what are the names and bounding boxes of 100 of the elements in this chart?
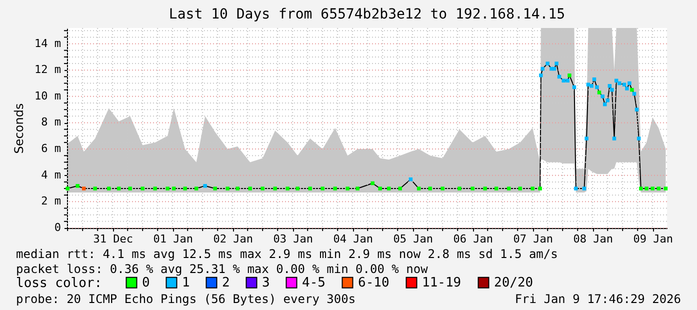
x-tick-label: 31 Dec xyxy=(93,232,133,246)
point xyxy=(333,186,337,190)
y-tick-label: 8 m xyxy=(41,116,62,129)
legend-label: 4-5 xyxy=(302,276,326,291)
point xyxy=(574,186,578,190)
point xyxy=(540,66,544,71)
point xyxy=(470,186,474,190)
point xyxy=(644,186,648,190)
point xyxy=(416,186,421,190)
point xyxy=(586,82,590,86)
point xyxy=(600,94,604,98)
legend-title: loss color: xyxy=(16,276,102,291)
legend-label: 3 xyxy=(262,276,270,291)
point xyxy=(664,186,668,190)
point xyxy=(116,186,121,190)
point xyxy=(106,186,111,190)
point xyxy=(634,108,639,112)
point xyxy=(608,84,612,88)
point xyxy=(538,186,542,190)
point xyxy=(76,184,80,188)
point xyxy=(582,186,586,190)
y-axis-title: Seconds xyxy=(12,103,26,154)
point xyxy=(172,186,176,190)
point xyxy=(539,73,543,78)
point xyxy=(566,78,570,83)
point xyxy=(618,81,622,86)
legend-label: 6-10 xyxy=(358,276,390,291)
point xyxy=(296,186,300,190)
x-tick-label: 09 Jan xyxy=(633,232,673,246)
point xyxy=(308,186,312,190)
point xyxy=(194,186,198,190)
x-tick-label: 06 Jan xyxy=(453,232,493,246)
y-tick-label: 14 m xyxy=(34,36,62,50)
point xyxy=(568,73,572,78)
x-tick-label: 01 Jan xyxy=(153,232,193,246)
point xyxy=(494,186,498,190)
point xyxy=(656,186,660,190)
point xyxy=(530,186,534,190)
point xyxy=(273,186,277,190)
point xyxy=(286,186,290,190)
legend-label: 20/20 xyxy=(494,276,534,291)
point xyxy=(93,186,97,190)
point xyxy=(260,186,264,190)
point xyxy=(398,186,402,190)
point xyxy=(82,186,86,190)
x-tick-label: 04 Jan xyxy=(333,232,373,246)
y-tick-label: 10 m xyxy=(34,89,62,102)
point xyxy=(483,186,487,190)
y-tick-label: 12 m xyxy=(34,63,62,76)
point xyxy=(595,85,599,90)
point xyxy=(639,186,643,190)
point xyxy=(236,186,240,190)
chart-title: Last 10 Days from 65574b2b3e12 to 192.168.14.15 xyxy=(168,6,566,22)
point xyxy=(213,186,217,190)
text: Fri Jan 9 17:46:29 2026 xyxy=(514,292,681,306)
point xyxy=(378,186,382,190)
point xyxy=(128,186,132,190)
x-tick-label: 03 Jan xyxy=(273,232,313,246)
point xyxy=(320,186,324,190)
legend-label: 11-19 xyxy=(422,276,462,291)
text: probe: 20 ICMP Echo Pings (56 Bytes) every 300s xyxy=(16,292,356,306)
point xyxy=(386,186,391,190)
point xyxy=(226,186,230,190)
x-tick-label: 07 Jan xyxy=(513,232,553,246)
point xyxy=(636,136,641,140)
x-tick-label: 05 Jan xyxy=(393,232,433,246)
point xyxy=(612,136,616,140)
legend-label: 1 xyxy=(182,276,190,291)
point xyxy=(440,186,444,190)
point xyxy=(153,186,157,190)
legend-label: 2 xyxy=(222,276,230,291)
point xyxy=(650,186,654,190)
y-tick-label: 0 xyxy=(54,221,61,234)
point xyxy=(606,98,610,102)
point xyxy=(625,86,629,90)
point xyxy=(248,186,252,190)
point xyxy=(546,62,550,66)
point xyxy=(518,186,522,190)
point xyxy=(622,82,626,86)
point xyxy=(506,186,511,190)
point xyxy=(183,186,187,190)
text: median rtt: 4.1 ms avg 12.5 ms max 2.9 ms min 2.9 ms now 2.8 ms sd 1.5 am/s xyxy=(16,247,558,261)
y-tick-label: 2 m xyxy=(41,194,62,208)
point xyxy=(166,186,170,190)
point xyxy=(428,186,432,190)
point xyxy=(584,136,588,140)
point xyxy=(610,88,614,92)
text: packet loss: 0.36 % avg 25.31 % max 0.00 % min 0.00 % now xyxy=(16,262,429,276)
point xyxy=(628,81,632,86)
point xyxy=(346,186,350,190)
point xyxy=(597,90,602,94)
point xyxy=(590,84,594,88)
point xyxy=(140,186,144,190)
point xyxy=(370,181,374,186)
legend-label: 0 xyxy=(142,276,150,291)
point xyxy=(356,186,360,190)
x-tick-label: 02 Jan xyxy=(213,232,253,246)
point xyxy=(458,186,462,190)
point xyxy=(630,88,634,92)
x-tick-label: 08 Jan xyxy=(573,232,613,246)
